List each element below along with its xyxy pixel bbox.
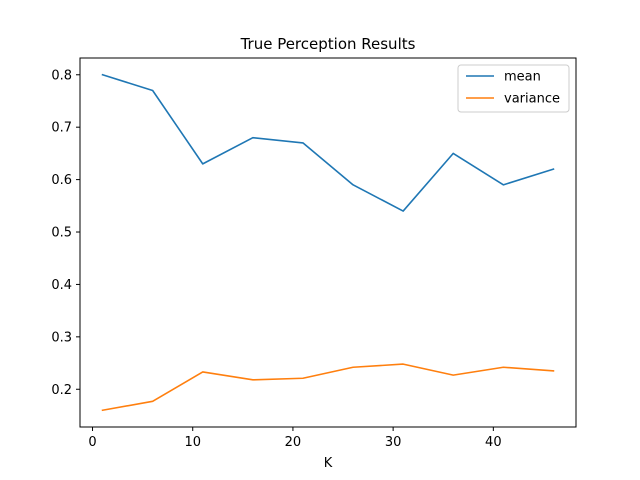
y-axis-ticks: 0.2 0.3 0.4 0.5 0.6 0.7 0.8 xyxy=(51,68,80,398)
legend: mean variance xyxy=(457,64,570,113)
series-lines xyxy=(101,73,555,412)
y-tick-label: 0.7 xyxy=(51,121,72,136)
x-axis-label: K xyxy=(324,456,333,471)
y-tick-label: 0.4 xyxy=(51,278,72,293)
x-axis-ticks: 0 10 20 30 40 xyxy=(88,427,502,450)
series-line-0 xyxy=(101,73,555,212)
legend-label-1: variance xyxy=(504,92,560,107)
x-tick-label: 40 xyxy=(485,435,502,450)
y-tick-label: 0.5 xyxy=(51,226,72,241)
axes-frame xyxy=(79,57,577,428)
x-tick-label: 30 xyxy=(385,435,402,450)
x-tick-label: 10 xyxy=(184,435,201,450)
legend-label-0: mean xyxy=(504,70,541,85)
y-tick-label: 0.2 xyxy=(51,383,72,398)
x-tick-label: 20 xyxy=(285,435,302,450)
series-line-1 xyxy=(101,363,555,412)
chart-title: True Perception Results xyxy=(240,35,416,53)
y-tick-label: 0.3 xyxy=(51,330,72,345)
x-tick-label: 0 xyxy=(88,435,96,450)
y-tick-label: 0.6 xyxy=(51,173,72,188)
y-tick-label: 0.8 xyxy=(51,68,72,83)
plot-area: 0 10 20 30 40 0.2 0.3 0.4 0.5 0.6 0.7 0.8 xyxy=(51,57,577,450)
